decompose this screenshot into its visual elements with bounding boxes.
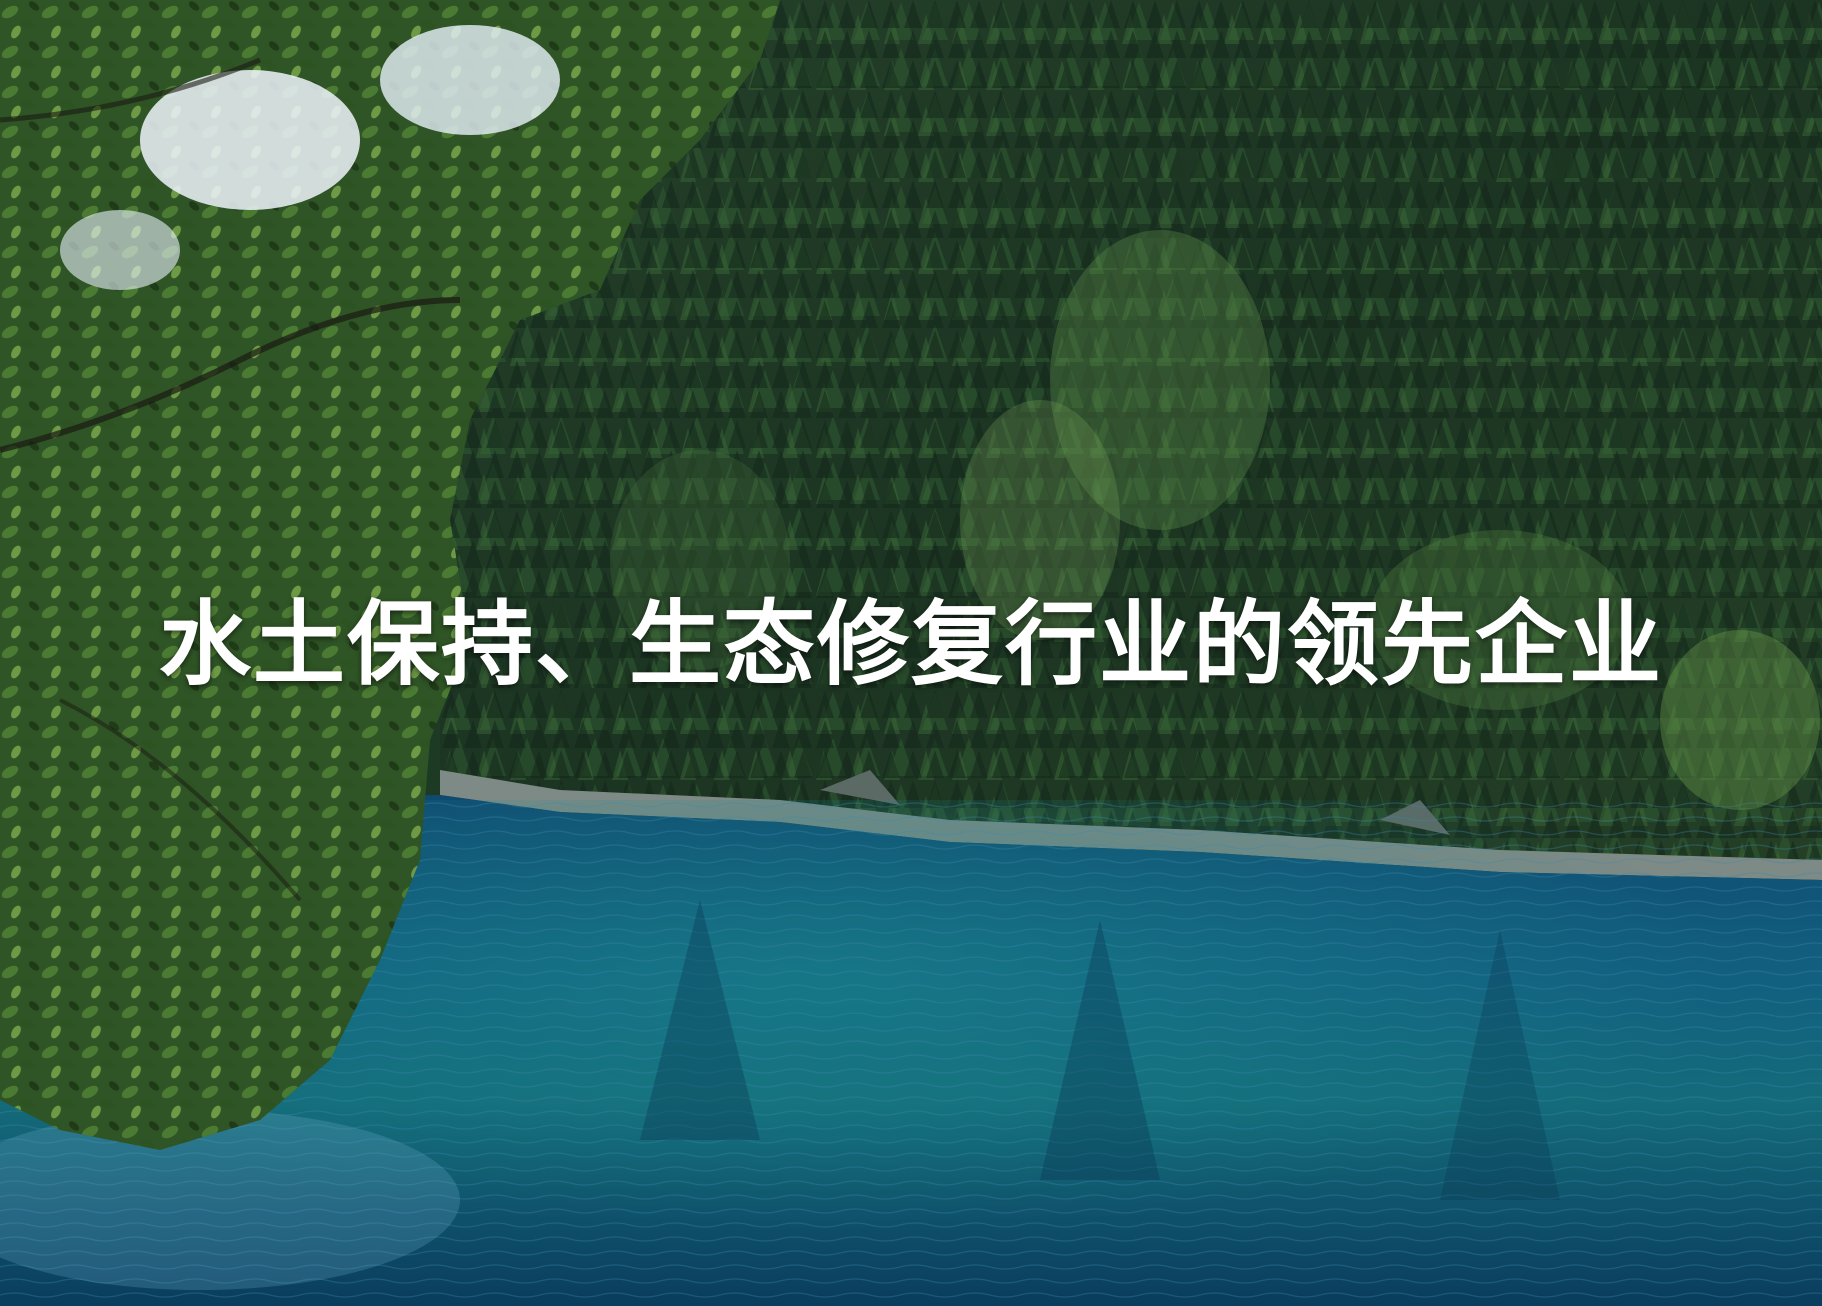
slide-headline: 水土保持、生态修复行业的领先企业 [158, 591, 1663, 698]
